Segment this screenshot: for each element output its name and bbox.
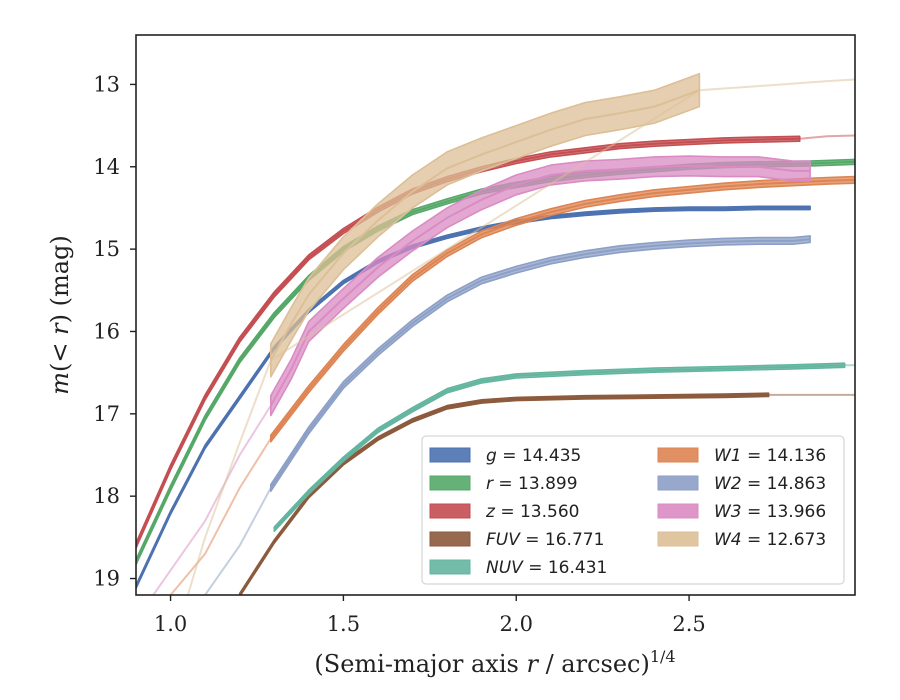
legend-label-z: z = 13.560	[485, 502, 579, 522]
legend-swatch-z	[429, 503, 471, 519]
series-g-band	[136, 205, 811, 590]
series-w1-model-curve	[169, 437, 272, 595]
legend-swatch-w1	[657, 447, 699, 463]
plot-frame	[135, 34, 856, 596]
legend-label-nuv: NUV = 16.431	[486, 558, 607, 578]
series-w1-line	[270, 178, 855, 440]
series-w1-band	[270, 175, 855, 443]
y-tick-label: 14	[93, 155, 120, 179]
x-tick-label: 1.5	[327, 612, 360, 636]
series-w3-line	[269, 164, 811, 407]
x-tick-label: 2.5	[672, 612, 705, 636]
series-w4-band	[270, 72, 701, 378]
x-tick-label: 2.0	[500, 612, 533, 636]
series-z-model-curve	[799, 134, 855, 140]
series-nuv-band	[273, 362, 846, 532]
legend-swatch-w4	[657, 531, 699, 547]
series-w2-model-curve	[204, 487, 272, 595]
legend: g = 14.435 r = 13.899 z = 13.560 FUV = 16.7…	[421, 435, 845, 585]
y-tick-label: 13	[93, 72, 120, 96]
y-tick-label: 16	[93, 319, 120, 343]
series-nuv-line	[273, 364, 845, 530]
series-g-line	[136, 206, 811, 588]
series-w4-line	[269, 89, 700, 361]
legend-swatch-fuv	[429, 531, 471, 547]
series-w2-band	[270, 235, 811, 492]
y-tick-label: 17	[93, 402, 120, 426]
legend-swatch-g	[429, 447, 471, 463]
legend-swatch-w3	[657, 503, 699, 519]
x-axis: 1.0 1.5 2.0 2.5	[154, 595, 706, 636]
legend-label-g: g = 14.435	[486, 446, 581, 466]
curves-group	[136, 72, 855, 595]
series-w3-band	[270, 155, 811, 417]
y-axis: 13 14 15 16 17 18 19	[93, 72, 136, 591]
legend-swatch-r	[429, 475, 471, 491]
legend-label-fuv: FUV = 16.771	[486, 530, 604, 550]
series-fuv-line	[238, 393, 769, 595]
legend-label-w1: W1 = 14.136	[714, 446, 826, 466]
legend-label-w4: W4 = 12.673	[714, 530, 826, 550]
legend-box	[421, 435, 845, 585]
x-tick-label: 1.0	[154, 612, 187, 636]
y-axis-label: m(< r) (mag)	[46, 235, 74, 395]
x-axis-label: (Semi-major axis r / arcsec)1/4	[314, 647, 675, 678]
y-tick-label: 18	[93, 484, 120, 508]
legend-swatch-w2	[657, 475, 699, 491]
legend-swatch-nuv	[429, 559, 471, 575]
legend-label-r: r = 13.899	[486, 474, 578, 494]
y-tick-label: 15	[93, 237, 120, 261]
legend-label-w2: W2 = 14.863	[714, 474, 826, 494]
legend-label-w3: W3 = 13.966	[714, 502, 826, 522]
series-w2-line	[269, 238, 811, 489]
y-tick-label: 19	[93, 567, 120, 591]
series-w4-model-curve	[186, 78, 855, 595]
